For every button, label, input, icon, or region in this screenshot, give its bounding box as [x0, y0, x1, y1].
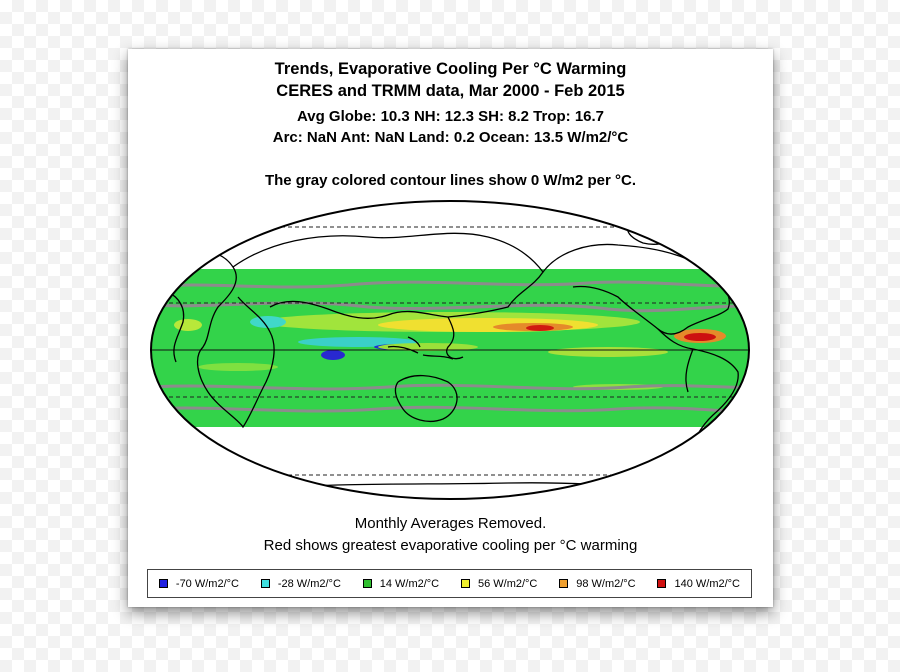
legend-item: -70 W/m2/°C — [158, 577, 239, 590]
title-line-2: CERES and TRMM data, Mar 2000 - Feb 2015 — [276, 82, 625, 100]
globe-outline — [150, 200, 750, 500]
legend-swatch — [158, 579, 168, 588]
zero-contours — [151, 280, 749, 413]
color-legend: -70 W/m2/°C -28 W/m2/°C 14 W/m2/°C 56 W/… — [147, 569, 752, 598]
world-map — [150, 200, 750, 500]
coastlines — [167, 221, 739, 490]
legend-item: 56 W/m2/°C — [460, 577, 538, 590]
legend-item: 14 W/m2/°C — [362, 577, 440, 590]
legend-label: 14 W/m2/°C — [379, 577, 440, 590]
legend-label: 140 W/m2/°C — [674, 577, 740, 590]
stats-line-1: Avg Globe: 10.3 NH: 12.3 SH: 8.2 Trop: 1… — [296, 108, 605, 125]
footer-line-2: Red shows greatest evaporative cooling p… — [263, 537, 638, 554]
footer-line-1: Monthly Averages Removed. — [354, 515, 547, 532]
legend-label: -28 W/m2/°C — [277, 577, 341, 590]
legend-swatch — [362, 579, 372, 588]
stats-line-2: Arc: NaN Ant: NaN Land: 0.2 Ocean: 13.5 … — [272, 129, 629, 146]
legend-label: 98 W/m2/°C — [576, 577, 636, 590]
legend-item: 140 W/m2/°C — [657, 578, 740, 590]
title-line-1: Trends, Evaporative Cooling Per °C Warmi… — [274, 60, 627, 78]
legend-swatch — [460, 579, 470, 588]
figure-panel: Trends, Evaporative Cooling Per °C Warmi… — [128, 49, 773, 607]
legend-item: -28 W/m2/°C — [260, 577, 341, 590]
legend-label: -70 W/m2/°C — [175, 577, 239, 590]
legend-item: 98 W/m2/°C — [559, 577, 636, 590]
legend-swatch — [559, 579, 569, 588]
contour-note: The gray colored contour lines show 0 W/… — [264, 172, 637, 189]
legend-swatch — [260, 579, 270, 588]
legend-label: 56 W/m2/°C — [477, 577, 538, 590]
legend-swatch — [657, 579, 667, 588]
